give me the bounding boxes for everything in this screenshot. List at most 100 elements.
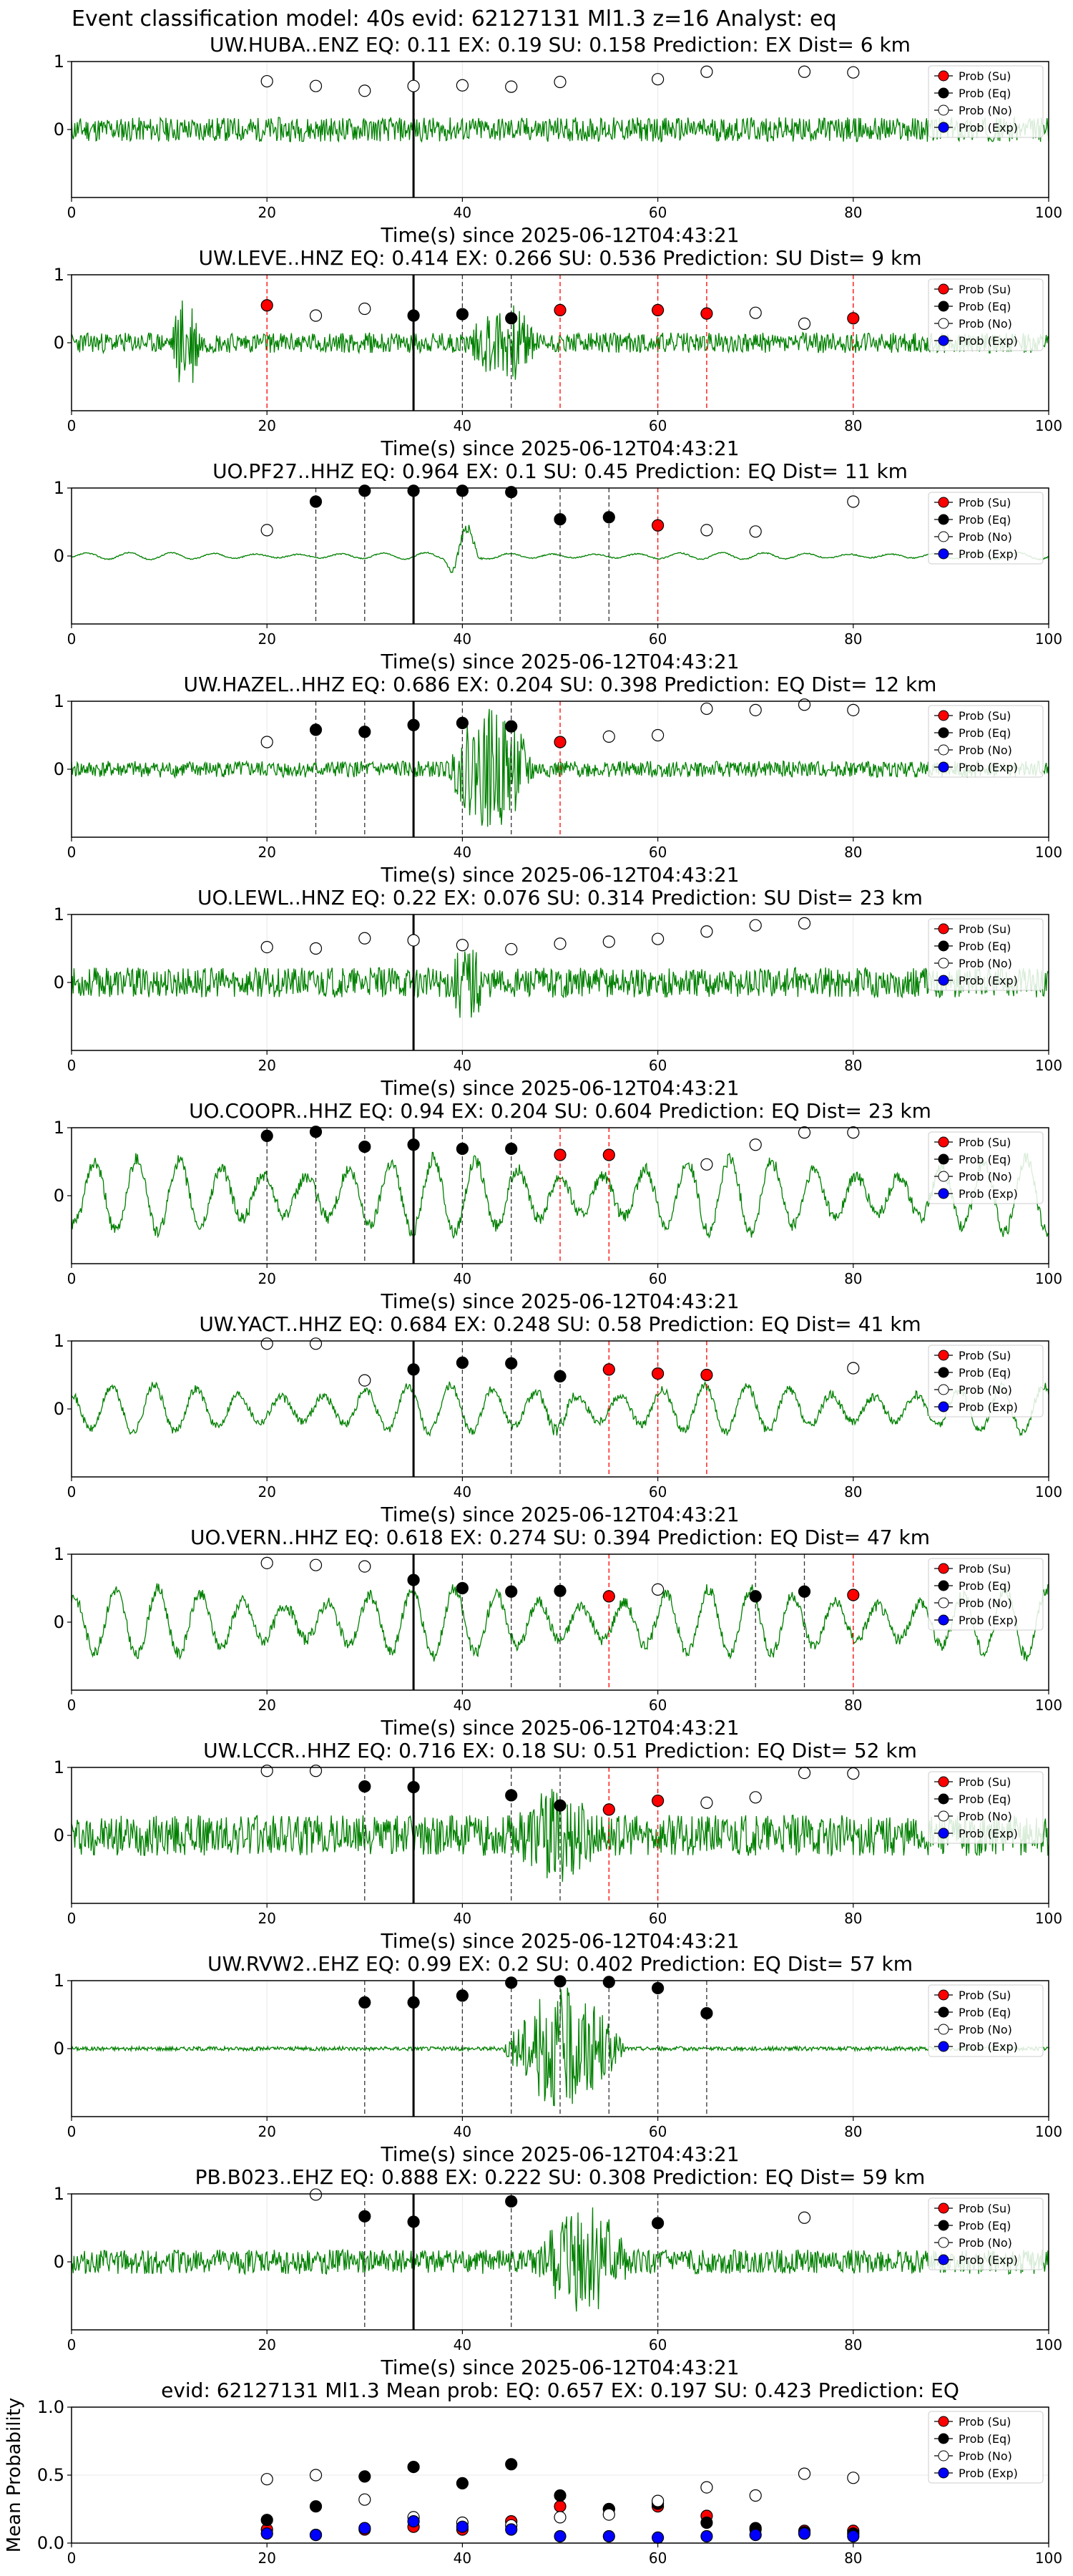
- prob-point-no: [651, 2494, 665, 2507]
- prob-point-eq: [309, 723, 323, 736]
- x-tick-label: 80: [844, 1697, 862, 1714]
- prob-point-no: [700, 65, 713, 78]
- prob-point-no: [505, 80, 518, 93]
- prob-point-eq: [358, 726, 371, 738]
- prob-point-eq: [407, 2461, 420, 2474]
- waveform-trace: [72, 115, 1049, 143]
- prob-point-exp: [358, 2522, 371, 2534]
- y-tick-label: 1: [54, 904, 64, 924]
- panel-title: UO.LEWL..HNZ EQ: 0.22 EX: 0.076 SU: 0.31…: [197, 886, 923, 909]
- prob-point-no: [749, 306, 762, 319]
- legend-label-su: Prob (Su): [959, 2202, 1011, 2215]
- panel-3: UO.PF27..HHZ EQ: 0.964 EX: 0.1 SU: 0.45 …: [54, 459, 1062, 673]
- y-tick-label: 0.5: [37, 2465, 64, 2485]
- x-tick-label: 0: [67, 844, 77, 861]
- prob-point-eq: [554, 1799, 567, 1812]
- waveform-group: [72, 950, 1049, 1018]
- legend-box: [928, 65, 1044, 138]
- legend-label-no: Prob (No): [959, 2236, 1012, 2250]
- legend-marker-su: [938, 2202, 949, 2214]
- x-tick-label: 0: [67, 2123, 77, 2140]
- x-tick-label: 60: [649, 2123, 667, 2140]
- panel-title: UO.PF27..HHZ EQ: 0.964 EX: 0.1 SU: 0.45 …: [212, 459, 908, 483]
- prob-point-no: [358, 302, 371, 316]
- prob-point-no: [602, 935, 615, 948]
- panel-8: UO.VERN..HHZ EQ: 0.618 EX: 0.274 SU: 0.3…: [54, 1526, 1062, 1740]
- prob-point-su: [554, 303, 567, 316]
- prob-point-exp: [260, 2527, 273, 2540]
- legend-box: [928, 492, 1044, 565]
- prob-point-su: [700, 1368, 713, 1382]
- legend-label-exp: Prob (Exp): [959, 121, 1018, 135]
- prob-point-exp: [749, 2529, 762, 2542]
- prob-point-no: [749, 703, 762, 716]
- x-tick-label: 80: [844, 1910, 862, 1927]
- x-tick-label: 100: [1035, 2336, 1062, 2353]
- legend-box: [928, 705, 1044, 778]
- prob-point-no: [358, 1560, 371, 1573]
- waveform-trace: [72, 950, 1049, 1018]
- legend-marker-exp: [938, 122, 949, 133]
- prob-point-no: [358, 84, 371, 97]
- prob-point-no: [651, 1583, 665, 1596]
- legend-box: [928, 278, 1044, 351]
- x-axis-label: Time(s) since 2025-06-12T04:43:21: [380, 436, 739, 460]
- legend-label-no: Prob (No): [959, 957, 1012, 970]
- prob-point-su: [602, 1148, 615, 1161]
- legend-marker-exp: [938, 548, 949, 560]
- legend-label-eq: Prob (Eq): [959, 2006, 1011, 2019]
- x-tick-label: 80: [844, 1270, 862, 1287]
- x-tick-label: 40: [454, 1057, 471, 1074]
- prob-point-eq: [505, 1976, 518, 1989]
- panel-title: UW.LCCR..HHZ EQ: 0.716 EX: 0.18 SU: 0.51…: [203, 1739, 917, 1762]
- legend-label-no: Prob (No): [959, 104, 1012, 117]
- x-tick-label: 40: [454, 417, 471, 434]
- legend-label-su: Prob (Su): [959, 2415, 1011, 2429]
- x-tick-label: 0: [67, 630, 77, 648]
- prob-point-no: [260, 1337, 273, 1350]
- prob-point-eq: [505, 312, 518, 325]
- x-tick-label: 80: [844, 1483, 862, 1501]
- x-tick-label: 100: [1035, 1057, 1062, 1074]
- x-tick-label: 40: [454, 1910, 471, 1927]
- prob-point-no: [554, 75, 567, 89]
- prob-point-eq: [505, 1142, 518, 1156]
- prob-point-no: [309, 1337, 323, 1350]
- prob-point-exp: [407, 2515, 420, 2528]
- prob-point-no: [309, 2188, 323, 2201]
- panel-title: UO.COOPR..HHZ EQ: 0.94 EX: 0.204 SU: 0.6…: [189, 1099, 931, 1123]
- prob-point-exp: [554, 2529, 567, 2543]
- legend-label-su: Prob (Su): [959, 496, 1011, 509]
- legend-marker-no: [938, 318, 949, 329]
- prob-point-su: [554, 1148, 567, 1161]
- legend-marker-exp: [938, 2041, 949, 2052]
- prob-point-eq: [407, 309, 420, 322]
- prob-point-exp: [505, 2523, 518, 2536]
- y-tick-label: 0: [54, 2039, 64, 2059]
- legend-marker-eq: [938, 87, 949, 99]
- panel-title: UO.VERN..HHZ EQ: 0.618 EX: 0.274 SU: 0.3…: [190, 1526, 930, 1549]
- legend-box: [928, 918, 1044, 991]
- x-tick-label: 60: [649, 1910, 667, 1927]
- prob-point-no: [602, 730, 615, 743]
- x-tick-label: 80: [844, 2336, 862, 2353]
- legend-marker-eq: [938, 2006, 949, 2018]
- prob-point-su: [554, 2500, 567, 2513]
- y-tick-label: 1: [54, 691, 64, 711]
- x-axis-label: Time(s) since 2025-06-12T04:43:21: [380, 650, 739, 673]
- legend-marker-su: [938, 923, 949, 935]
- legend-marker-eq: [938, 301, 949, 312]
- prob-point-eq: [358, 1140, 371, 1153]
- prob-point-su: [602, 1363, 615, 1376]
- panel-title: UW.RVW2..EHZ EQ: 0.99 EX: 0.2 SU: 0.402 …: [207, 1952, 913, 1976]
- x-tick-label: 0: [67, 1910, 77, 1927]
- panel-11: PB.B023..EHZ EQ: 0.888 EX: 0.222 SU: 0.3…: [54, 2165, 1062, 2379]
- legend-marker-eq: [938, 2433, 949, 2444]
- legend-label-no: Prob (No): [959, 1810, 1012, 1823]
- legend-marker-no: [938, 531, 949, 542]
- panel-1: UW.HUBA..ENZ EQ: 0.11 EX: 0.19 SU: 0.158…: [54, 33, 1062, 247]
- legend-label-no: Prob (No): [959, 530, 1012, 544]
- prob-point-su: [651, 1794, 665, 1807]
- x-axis-label: Time(s) since 2025-06-12T04:43:21: [380, 1716, 739, 1740]
- prob-point-eq: [700, 2516, 713, 2529]
